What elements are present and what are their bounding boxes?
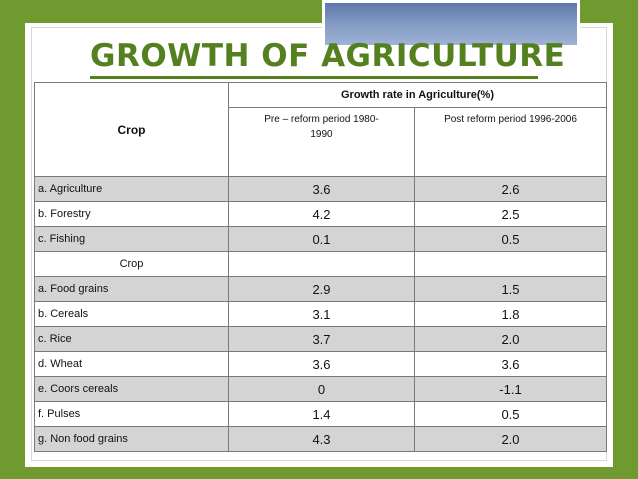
pre-reform-cell: 4.2 [228, 201, 415, 227]
growth-rate-header: Growth rate in Agriculture(%) [228, 82, 607, 108]
pre-reform-header: Pre – reform period 1980-1990 [228, 107, 415, 177]
title-underline [90, 76, 538, 79]
crop-cell: a. Food grains [34, 276, 229, 302]
table-row: a. Food grains 2.9 1.5 [34, 276, 607, 302]
table-row: f. Pulses 1.4 0.5 [34, 401, 607, 427]
table-row: g. Non food grains 4.3 2.0 [34, 426, 607, 452]
table-subheader-row: Pre – reform period 1980-1990 Post refor… [35, 107, 607, 177]
empty-cell [228, 251, 415, 277]
crop-cell: g. Non food grains [34, 426, 229, 452]
pre-reform-cell: 3.6 [228, 351, 415, 377]
crop-cell: f. Pulses [34, 401, 229, 427]
pre-reform-cell: 0 [228, 376, 415, 402]
crop-cell: c. Rice [34, 326, 229, 352]
header-photo [322, 0, 580, 48]
pre-reform-cell: 3.1 [228, 301, 415, 327]
post-reform-header: Post reform period 1996-2006 [414, 107, 607, 177]
post-reform-cell: 2.5 [414, 201, 607, 227]
post-reform-cell: 1.5 [414, 276, 607, 302]
slide-frame-bottom [0, 467, 638, 479]
table-header-row: Crop Growth rate in Agriculture(%) [34, 82, 607, 177]
crop-cell: e. Coors cereals [34, 376, 229, 402]
post-reform-cell: 2.0 [414, 426, 607, 452]
post-reform-cell: 0.5 [414, 226, 607, 252]
slide-inner-border [31, 27, 607, 461]
crop-subheader: Crop [34, 251, 229, 277]
post-reform-cell: 3.6 [414, 351, 607, 377]
pre-reform-cell: 0.1 [228, 226, 415, 252]
pre-reform-cell: 4.3 [228, 426, 415, 452]
table-row: b. Forestry 4.2 2.5 [34, 201, 607, 227]
pre-reform-cell: 2.9 [228, 276, 415, 302]
post-reform-cell: 2.0 [414, 326, 607, 352]
pre-reform-cell: 1.4 [228, 401, 415, 427]
table-row: b. Cereals 3.1 1.8 [34, 301, 607, 327]
crop-cell: c. Fishing [34, 226, 229, 252]
pre-reform-cell: 3.6 [228, 176, 415, 202]
table-row: a. Agriculture 3.6 2.6 [34, 176, 607, 202]
pre-reform-cell: 3.7 [228, 326, 415, 352]
post-reform-cell: 2.6 [414, 176, 607, 202]
table-section-row: Crop [34, 251, 607, 277]
crop-column-header: Crop [34, 82, 229, 177]
crop-cell: b. Forestry [34, 201, 229, 227]
slide-frame-left [0, 0, 25, 479]
table-row: e. Coors cereals 0 -1.1 [34, 376, 607, 402]
growth-table: Crop Growth rate in Agriculture(%) Pre –… [34, 82, 607, 452]
crop-cell: a. Agriculture [34, 176, 229, 202]
table-row: d. Wheat 3.6 3.6 [34, 351, 607, 377]
table-row: c. Fishing 0.1 0.5 [34, 226, 607, 252]
slide-frame-right [613, 0, 638, 479]
post-reform-cell: 1.8 [414, 301, 607, 327]
table-row: c. Rice 3.7 2.0 [34, 326, 607, 352]
post-reform-cell: -1.1 [414, 376, 607, 402]
empty-cell [414, 251, 607, 277]
post-reform-cell: 0.5 [414, 401, 607, 427]
crop-cell: b. Cereals [34, 301, 229, 327]
slide-title: GROWTH OF AGRICULTURE [90, 38, 566, 74]
crop-cell: d. Wheat [34, 351, 229, 377]
